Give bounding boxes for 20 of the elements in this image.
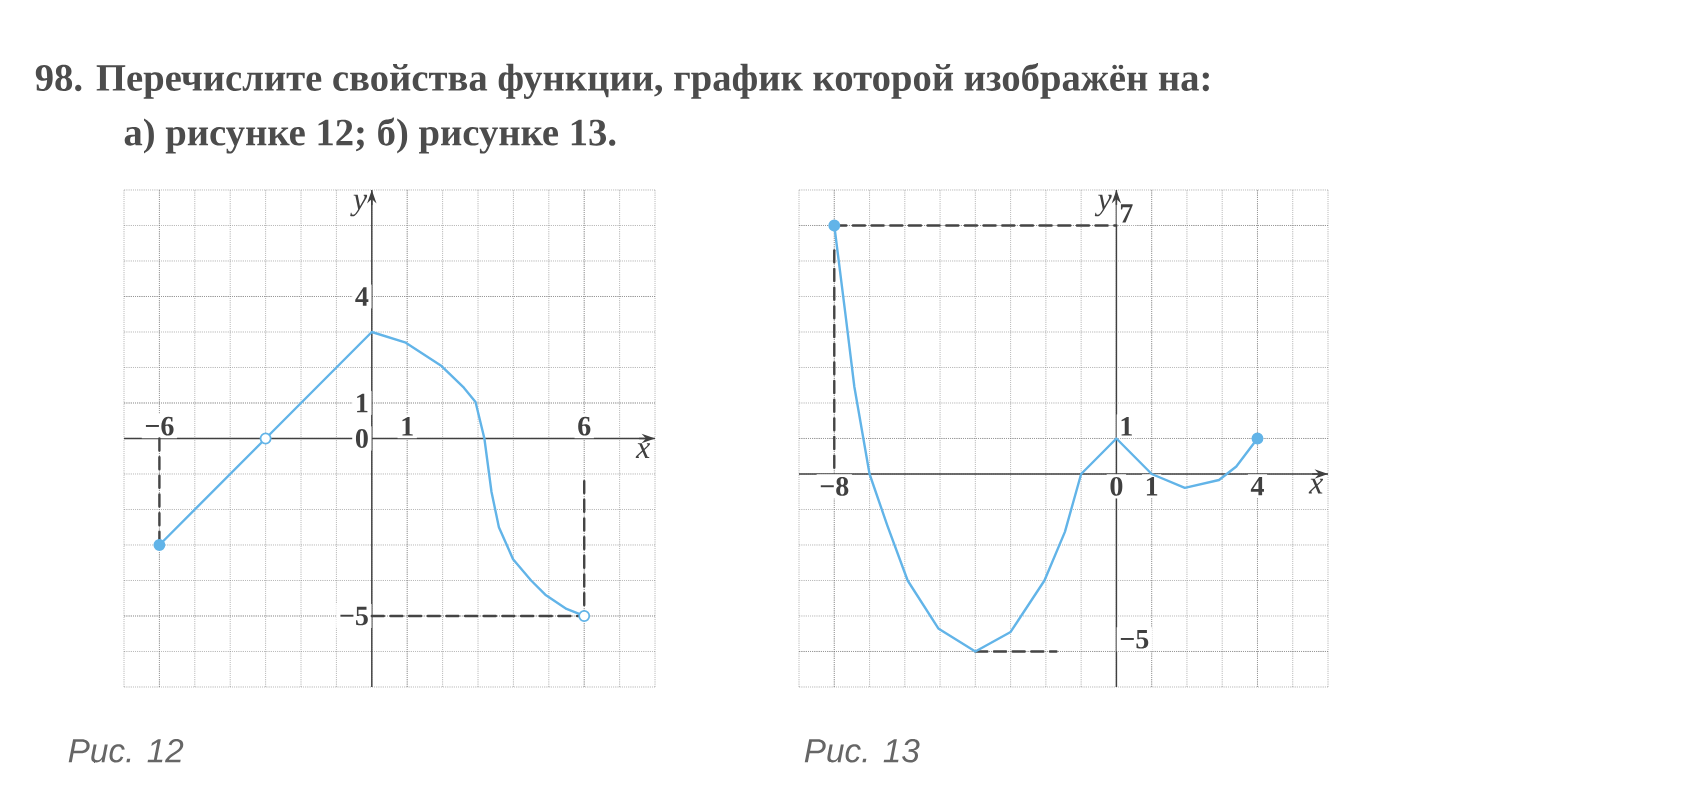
y-axis-title: y [1094, 194, 1112, 217]
y-tick-label: −5 [1120, 629, 1149, 649]
y-tick-label: 4 [355, 287, 369, 306]
x-tick-label: −8 [820, 476, 849, 496]
y-tick-label: −5 [340, 606, 368, 626]
x-tick-label: −6 [145, 416, 174, 436]
x-tick-label: 1 [1146, 476, 1158, 496]
y-tick-label: 0 [355, 429, 368, 448]
x-tick-label: 6 [578, 416, 591, 436]
text: Рис. 13 [804, 738, 920, 763]
y-tick-label: 1 [357, 393, 368, 413]
x-axis-title: x [635, 443, 651, 458]
chart-title: 98. Перечислите свойства функции, график которой изображён на: [35, 62, 1209, 99]
text: Рис. 12 [68, 738, 184, 763]
y-tick-label: 7 [1120, 204, 1133, 223]
x-axis-title: x [1308, 478, 1324, 494]
y-axis-title: y [350, 194, 368, 217]
x-tick-label: 4 [1250, 476, 1264, 496]
chart-subtitle: а) рисунке 12; б) рисунке 13. [124, 117, 616, 154]
x-tick-label: 1 [402, 417, 413, 436]
